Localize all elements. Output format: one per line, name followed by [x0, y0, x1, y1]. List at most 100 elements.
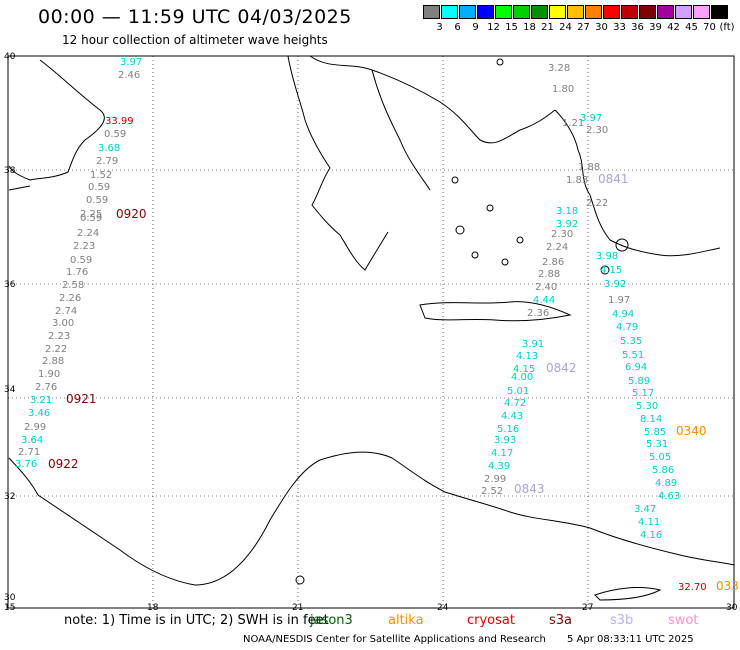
wave-height-value: 2.22 — [45, 344, 67, 355]
pass-label: 0843 — [514, 482, 545, 496]
wave-height-value: 2.40 — [535, 282, 557, 293]
wave-height-value: 4.15 — [600, 265, 622, 276]
wave-height-value: 5.30 — [636, 401, 658, 412]
lon-tick-label: 27 — [582, 603, 593, 613]
altimeter-pass: 0922 — [48, 457, 79, 471]
wave-height-value: 4.44 — [533, 295, 555, 306]
wave-height-value: 2.76 — [35, 382, 57, 393]
altimeter-pass: 3.18 3.922.30 2.24 2.862.88 2.40 4.44 2.36 3.91… — [481, 206, 578, 497]
lon-tick-label: 21 — [292, 603, 303, 613]
wave-height-value: 5.16 — [497, 424, 519, 435]
wave-height-value: 1.90 — [38, 369, 60, 380]
lat-tick-label: 36 — [4, 280, 16, 290]
wave-height-value: 2.22 — [586, 198, 608, 209]
wave-height-value: 3.47 — [634, 504, 656, 515]
wave-height-value: 3.91 — [522, 339, 544, 350]
wave-height-value: 3.00 — [52, 318, 74, 329]
pass-label: 0920 — [116, 207, 147, 221]
pass-label: 0841 — [598, 172, 629, 186]
wave-height-value: 1.21 — [562, 118, 584, 129]
wave-height-value: 5.31 — [646, 439, 668, 450]
wave-height-value: 0.59 — [88, 182, 110, 193]
wave-height-value: 2.23 — [48, 331, 70, 342]
wave-height-value: 4.43 — [501, 411, 523, 422]
wave-height-value: 1.52 — [90, 170, 112, 181]
wave-height-value: 0.59 — [86, 195, 108, 206]
track-layer: 3.972.4633.990.593.682.791.520.590.592.2… — [15, 57, 739, 593]
wave-height-value: 5.51 — [622, 350, 644, 361]
wave-height-value: 2.24 — [77, 228, 99, 239]
lat-tick-label: 38 — [4, 166, 16, 176]
pass-label: 0842 — [546, 361, 577, 375]
wave-height-value: 2.24 — [546, 242, 568, 253]
credit-line: NOAA/NESDIS Center for Satellite Applica… — [243, 634, 546, 645]
altimeter-pass: 0843 — [514, 482, 545, 496]
wave-height-value: 1.80 — [552, 84, 574, 95]
wave-height-value: 5.01 — [507, 386, 529, 397]
lat-tick-label: 40 — [4, 52, 16, 62]
mission-legend-item: cryosat — [467, 613, 515, 628]
units-note: note: 1) Time is in UTC; 2) SWH is in fe… — [64, 613, 329, 628]
wave-height-value: 0.59 — [104, 129, 126, 140]
wave-height-value: 4.39 — [488, 461, 510, 472]
wave-height-value: 0.59 — [70, 255, 92, 266]
wave-height-value: 2.99 — [484, 474, 506, 485]
wave-height-value: 2.46 — [118, 70, 140, 81]
mission-legend-item: s3a — [549, 613, 572, 628]
pass-label: 0921 — [66, 392, 97, 406]
wave-height-value: 3.64 — [21, 435, 43, 446]
mission-legend-item: jason3 — [310, 613, 353, 628]
wave-height-value: 2.99 — [24, 422, 46, 433]
wave-height-value: 2.88 — [42, 356, 64, 367]
wave-height-value: 2.23 — [73, 241, 95, 252]
wave-height-value: 5.35 — [620, 336, 642, 347]
wave-height-value: 3.28 — [548, 63, 570, 74]
wave-height-value: 32.70 — [678, 582, 707, 593]
wave-height-value: 2.79 — [96, 156, 118, 167]
altimeter-pass: 3.972.4633.990.593.682.791.520.590.592.2… — [35, 57, 147, 393]
created-timestamp: 5 Apr 08:33:11 UTC 2025 — [567, 634, 694, 645]
wave-height-value: 2.88 — [538, 269, 560, 280]
wave-height-value: 4.11 — [638, 517, 660, 528]
wave-height-value: 6.94 — [625, 362, 647, 373]
lat-tick-label: 32 — [4, 492, 15, 502]
wave-height-value: 5.05 — [649, 452, 671, 463]
wave-height-value: 2.86 — [542, 257, 564, 268]
wave-height-value: 5.86 — [652, 465, 674, 476]
wave-height-value: 3.46 — [28, 408, 50, 419]
wave-height-value: 5.89 — [628, 376, 650, 387]
pass-label: 0922 — [48, 457, 79, 471]
wave-height-value: 33.99 — [105, 116, 134, 127]
lat-tick-label: 30 — [4, 593, 16, 603]
wave-height-value: 2.30 — [551, 229, 573, 240]
wave-height-value: 3.76 — [15, 459, 37, 470]
wave-height-value: 3.21 — [30, 395, 52, 406]
wave-height-value: 4.00 — [511, 372, 533, 383]
altimeter-pass: 3.98 4.15 3.92 1.97 4.94 4.79 5.35 5.516.94 5.89… — [596, 251, 707, 541]
wave-height-value: 2.74 — [55, 306, 77, 317]
wave-height-value: 2.52 — [481, 486, 503, 497]
wave-height-value: 1.97 — [608, 295, 630, 306]
wave-height-value: 4.16 — [640, 530, 662, 541]
wave-height-value: 3.93 — [494, 435, 516, 446]
wave-height-value: 3.97 — [120, 57, 142, 68]
wave-height-value: 2.36 — [527, 308, 549, 319]
wave-height-value: 1.83 — [566, 175, 588, 186]
wave-height-value: 1.76 — [66, 267, 88, 278]
wave-height-value: 2.26 — [59, 293, 81, 304]
wave-height-value: 2.71 — [18, 447, 40, 458]
mission-legend-item: s3b — [610, 613, 633, 628]
lat-tick-label: 34 — [4, 385, 16, 395]
wave-height-value: 3.92 — [604, 279, 626, 290]
wave-height-value: 8.14 — [640, 414, 662, 425]
wave-height-value: 4.89 — [655, 478, 677, 489]
wave-height-value: 4.72 — [504, 398, 526, 409]
wave-height-value: 2.58 — [62, 280, 84, 291]
pass-label: 033 — [716, 579, 739, 593]
altimeter-pass: 32.70 033 — [678, 579, 739, 593]
lon-tick-label: 15 — [4, 603, 15, 613]
pass-label: 0340 — [676, 424, 707, 438]
wave-height-value: 5.17 — [632, 388, 654, 399]
lon-tick-label: 18 — [147, 603, 159, 613]
